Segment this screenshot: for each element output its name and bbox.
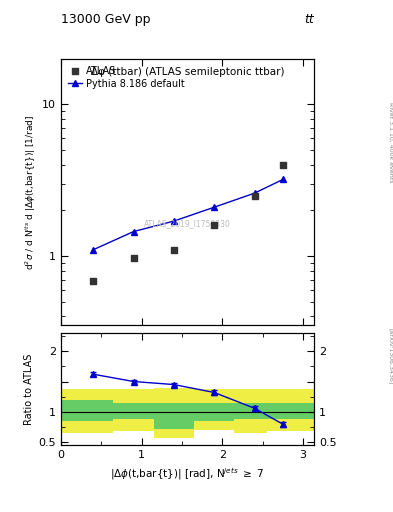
ATLAS [252,191,258,200]
Pythia 8.186 default [91,247,95,253]
Y-axis label: Ratio to ATLAS: Ratio to ATLAS [24,353,34,425]
Pythia 8.186 default [252,190,257,196]
ATLAS [211,221,217,229]
Text: Δφ (ttbar) (ATLAS semileptonic ttbar): Δφ (ttbar) (ATLAS semileptonic ttbar) [91,67,285,77]
Pythia 8.186 default [171,218,176,224]
Pythia 8.186 default [281,177,285,183]
Line: Pythia 8.186 default: Pythia 8.186 default [90,176,286,253]
Y-axis label: d$^2\sigma$ / d N$^{its}$ d |$\Delta\phi$(t,bar{t})| [1/rad]: d$^2\sigma$ / d N$^{its}$ d |$\Delta\phi… [24,114,38,270]
Text: tt: tt [305,13,314,26]
Text: mcplots.cern.ch: mcplots.cern.ch [390,157,393,201]
ATLAS [280,161,286,169]
X-axis label: |$\Delta\phi$(t,bar{t})| [rad], N$^{jets}$ $\geq$ 7: |$\Delta\phi$(t,bar{t})| [rad], N$^{jets… [110,466,265,482]
Legend: ATLAS, Pythia 8.186 default: ATLAS, Pythia 8.186 default [64,62,189,93]
Text: ATLAS_2019_I1750330: ATLAS_2019_I1750330 [144,220,231,228]
ATLAS [90,278,96,286]
Text: 13000 GeV pp: 13000 GeV pp [61,13,151,26]
Text: [arXiv:1306.3436]: [arXiv:1306.3436] [389,328,393,384]
Pythia 8.186 default [212,204,217,210]
Pythia 8.186 default [131,228,136,234]
ATLAS [130,254,137,262]
Text: Rivet 3.1.10, 400k events: Rivet 3.1.10, 400k events [389,102,393,183]
ATLAS [171,246,177,254]
